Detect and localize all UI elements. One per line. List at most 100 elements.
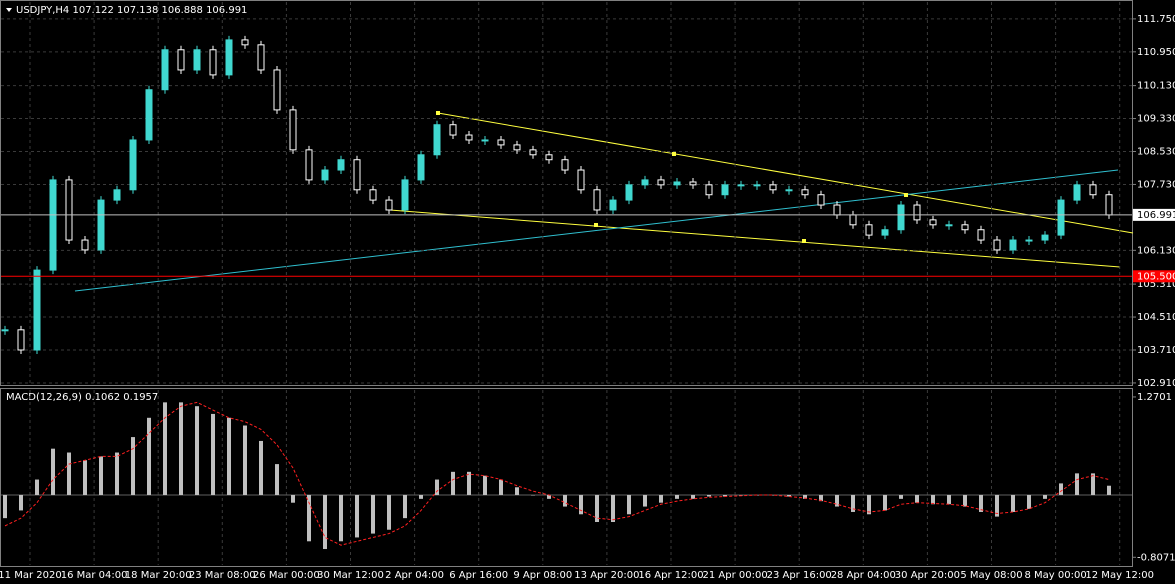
candle	[545, 154, 553, 161]
macd-panel	[0, 388, 1133, 567]
candle	[1089, 184, 1097, 196]
candle	[241, 39, 249, 46]
x-tick-label: 6 Apr 16:00	[449, 570, 508, 581]
x-tick-label: 30 Mar 12:00	[317, 570, 384, 581]
macd-bar	[419, 494, 423, 499]
candle	[817, 194, 825, 206]
trend-line	[389, 209, 1121, 268]
macd-bar	[83, 460, 87, 495]
x-tick-label: 5 May 08:00	[960, 570, 1022, 581]
candle	[977, 229, 985, 241]
candle	[641, 179, 649, 186]
macd-bar	[115, 452, 119, 495]
candle	[145, 89, 153, 141]
candle	[529, 149, 537, 156]
candle	[801, 189, 809, 196]
candle	[753, 184, 761, 187]
macd-bar	[851, 494, 855, 512]
candle	[1073, 184, 1081, 201]
macd-bar	[723, 494, 727, 497]
macd-bar	[1043, 494, 1047, 499]
candle	[881, 229, 889, 236]
candle	[593, 189, 601, 211]
menu-arrow[interactable]	[6, 8, 12, 12]
macd-bar	[275, 464, 279, 495]
candle	[993, 239, 1001, 251]
macd-bar	[403, 494, 407, 519]
macd-bar	[643, 494, 647, 507]
anchor	[436, 111, 440, 115]
candle	[17, 329, 25, 351]
macd-bar	[323, 494, 327, 550]
y-tick-label: 110.130	[1137, 81, 1175, 92]
macd-bar	[99, 456, 103, 495]
macd-bar	[707, 494, 711, 497]
macd-bar	[19, 494, 23, 511]
macd-bar	[563, 494, 567, 507]
y-tick-label: 103.710	[1137, 345, 1175, 356]
candle	[257, 44, 265, 71]
candle	[833, 204, 841, 216]
candle	[369, 189, 377, 201]
candle	[65, 179, 73, 241]
macd-bar	[355, 494, 359, 538]
candle	[1025, 239, 1033, 242]
candle	[161, 49, 169, 91]
macd-bar	[339, 494, 343, 542]
macd-bar	[771, 494, 775, 496]
macd-bar	[163, 402, 167, 495]
candle	[465, 134, 473, 141]
macd-bar	[675, 494, 679, 499]
macd-bar	[435, 479, 439, 495]
macd-bar	[611, 494, 615, 523]
macd-bar	[739, 494, 743, 496]
candle	[849, 214, 857, 226]
macd-bar	[387, 494, 391, 530]
candle	[497, 139, 505, 146]
candle	[1057, 199, 1065, 236]
candle	[449, 124, 457, 136]
anchor	[594, 223, 598, 227]
macd-bar	[627, 494, 631, 515]
macd-bar	[451, 471, 455, 495]
price-label: 106.991	[1137, 210, 1175, 221]
macd-bar	[291, 494, 295, 503]
y-tick-label: 107.730	[1137, 179, 1175, 190]
macd-bar	[819, 494, 823, 502]
candle	[721, 184, 729, 196]
price-label: 105.500	[1137, 271, 1175, 282]
macd-bar	[579, 494, 583, 515]
macd-bar	[1075, 473, 1079, 495]
macd-bar	[211, 413, 215, 495]
x-tick-label: 26 Mar 00:00	[253, 570, 320, 581]
macd-bar	[131, 437, 135, 495]
x-tick-label: 21 Apr 00:00	[702, 570, 767, 581]
macd-title: MACD(12,26,9) 0.1062 0.1957	[6, 392, 158, 403]
macd-bar	[867, 494, 871, 515]
anchor	[672, 152, 676, 156]
macd-bar	[371, 494, 375, 534]
candle	[97, 199, 105, 251]
candle	[785, 189, 793, 192]
signal-line	[4, 401, 1110, 546]
macd-bar	[1011, 494, 1015, 512]
macd-bar	[899, 494, 903, 499]
candle	[481, 139, 489, 142]
macd-bar	[227, 417, 231, 495]
candle	[737, 184, 745, 187]
macd-bar	[51, 448, 55, 495]
macd-bar	[35, 479, 39, 495]
anchor	[904, 193, 908, 197]
macd-bar	[595, 494, 599, 523]
candle	[865, 224, 873, 236]
y-tick-label: 105.310	[1137, 279, 1175, 290]
candle	[177, 49, 185, 71]
candle	[689, 181, 697, 186]
macd-bar	[931, 494, 935, 505]
candle	[225, 39, 233, 76]
x-tick-label: 23 Apr 16:00	[767, 570, 832, 581]
candle	[273, 69, 281, 111]
macd-bar	[915, 494, 919, 503]
candle	[769, 184, 777, 191]
macd-bar	[243, 425, 247, 495]
